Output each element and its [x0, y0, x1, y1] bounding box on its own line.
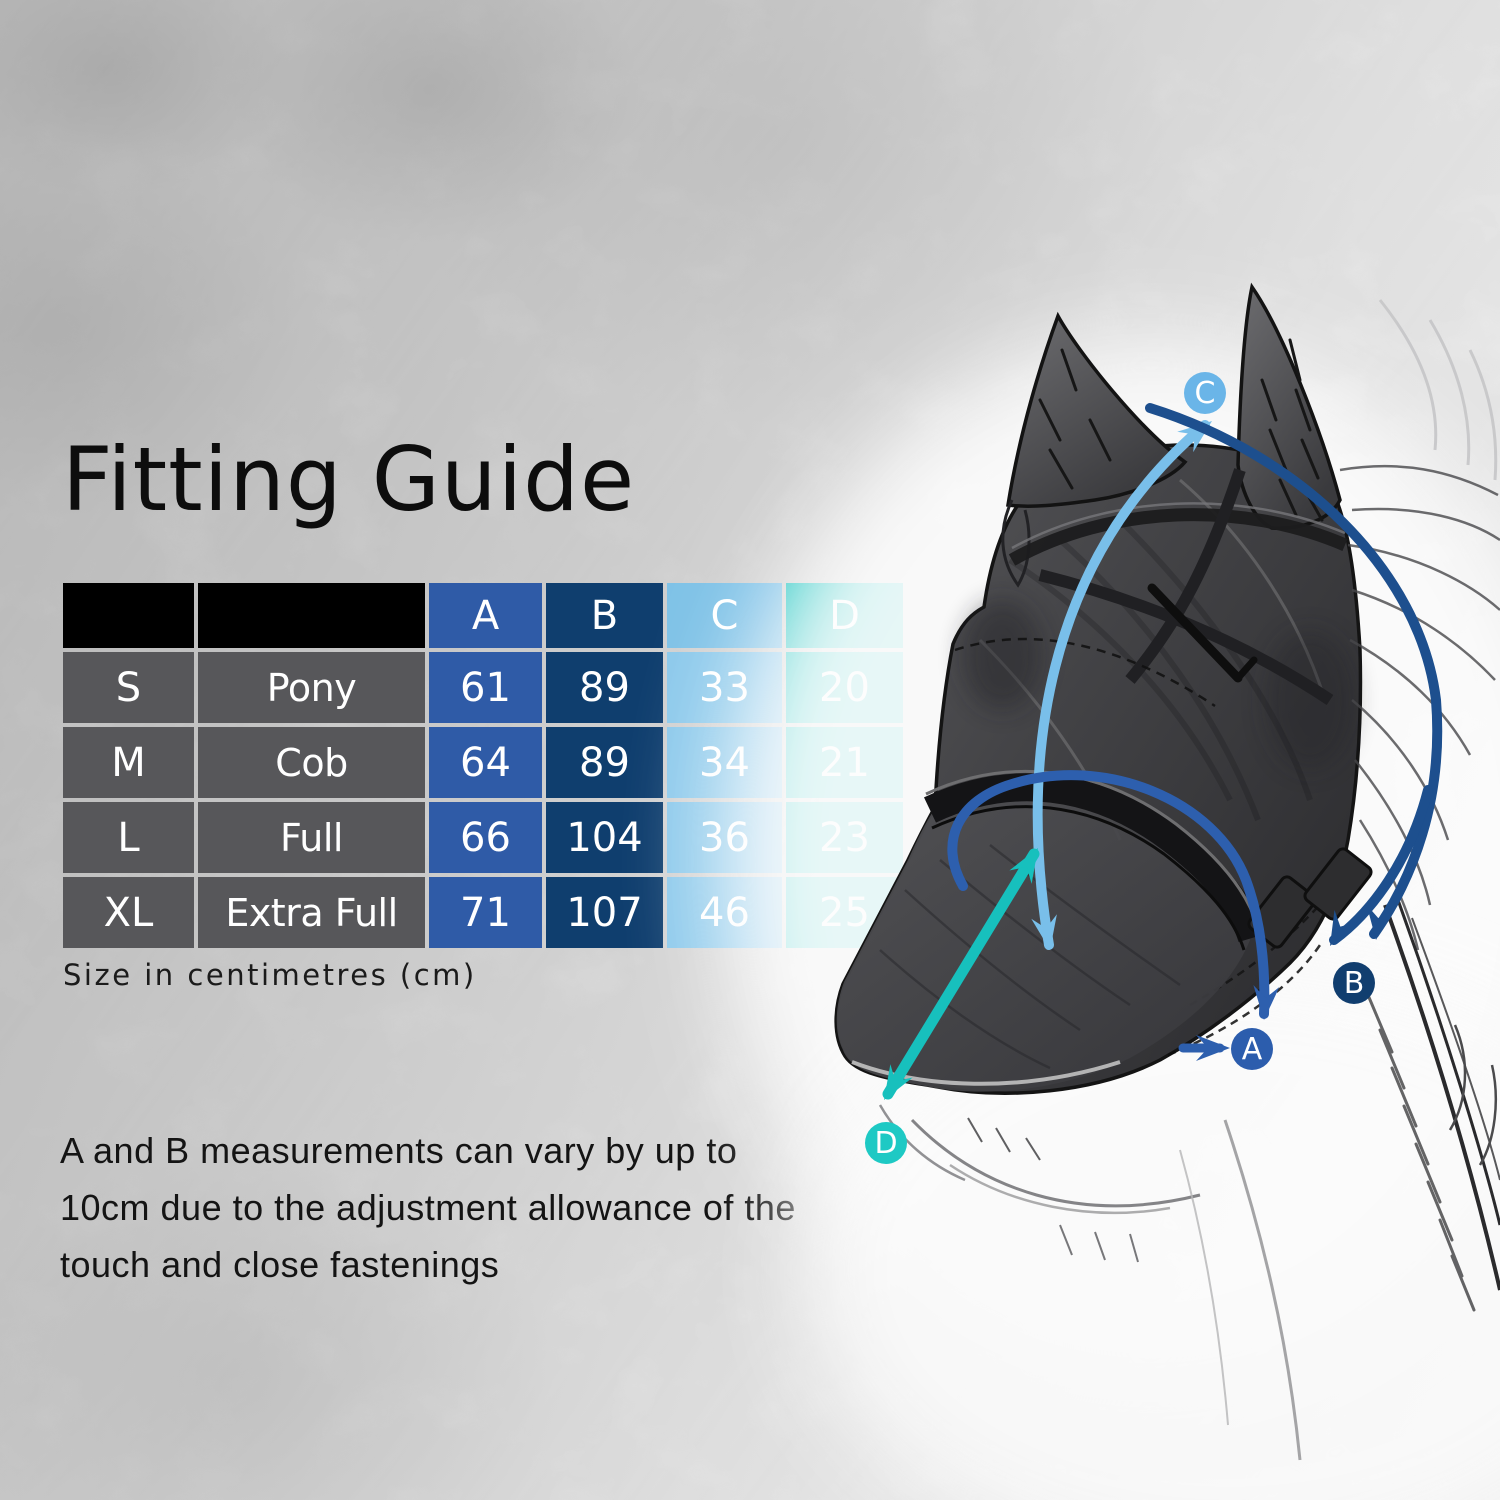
marker-b: B — [1333, 962, 1375, 1004]
size-cell: XL — [63, 877, 194, 948]
value-b: 89 — [546, 727, 663, 798]
fit-cell: Extra Full — [198, 877, 425, 948]
value-b: 107 — [546, 877, 663, 948]
neck-sketch — [1179, 899, 1500, 1461]
fit-cell: Pony — [198, 652, 425, 723]
measure-arrow-b — [1145, 403, 1443, 953]
forelock — [1001, 499, 1031, 588]
value-a: 61 — [429, 652, 542, 723]
sketch-backdrop — [800, 970, 1500, 1500]
mane-hatching — [1366, 993, 1476, 1312]
header-cell-blank-size — [63, 583, 194, 648]
fit-cell: Full — [198, 802, 425, 873]
measure-arrow-a — [947, 770, 1280, 1061]
ear-hatching — [1038, 338, 1324, 522]
left-ear — [1005, 311, 1188, 508]
value-c: 33 — [667, 652, 782, 723]
value-a: 71 — [429, 877, 542, 948]
value-b: 104 — [546, 802, 663, 873]
footnote-line: touch and close fastenings — [60, 1244, 500, 1285]
units-note: Size in centimetres (cm) — [63, 958, 477, 992]
measurement-footnote: A and B measurements can vary by up to 1… — [60, 1122, 890, 1293]
footnote-line: A and B measurements can vary by up to — [60, 1130, 738, 1171]
footnote-line: 10cm due to the adjustment allowance of … — [60, 1187, 796, 1228]
size-cell: L — [63, 802, 194, 873]
header-cell-a: A — [429, 583, 542, 648]
eye-mesh-shade — [962, 600, 1042, 710]
value-a: 66 — [429, 802, 542, 873]
page-title: Fitting Guide — [62, 428, 636, 531]
marker-d: D — [865, 1122, 907, 1164]
muzzle-edge-highlight — [851, 1060, 1121, 1086]
size-cell: M — [63, 727, 194, 798]
value-b: 89 — [546, 652, 663, 723]
mouth-sketch — [878, 1104, 1201, 1263]
marker-c: C — [1184, 372, 1226, 414]
marker-a: A — [1231, 1028, 1273, 1070]
fit-cell: Cob — [198, 727, 425, 798]
header-cell-b: B — [546, 583, 663, 648]
header-cell-blank-fit — [198, 583, 425, 648]
measure-arrow-c — [1031, 410, 1221, 953]
eye-mesh-shade — [1265, 630, 1355, 770]
mane-light-strokes — [1378, 299, 1498, 481]
size-cell: S — [63, 652, 194, 723]
value-a: 64 — [429, 727, 542, 798]
measure-arrow-d — [872, 841, 1050, 1107]
